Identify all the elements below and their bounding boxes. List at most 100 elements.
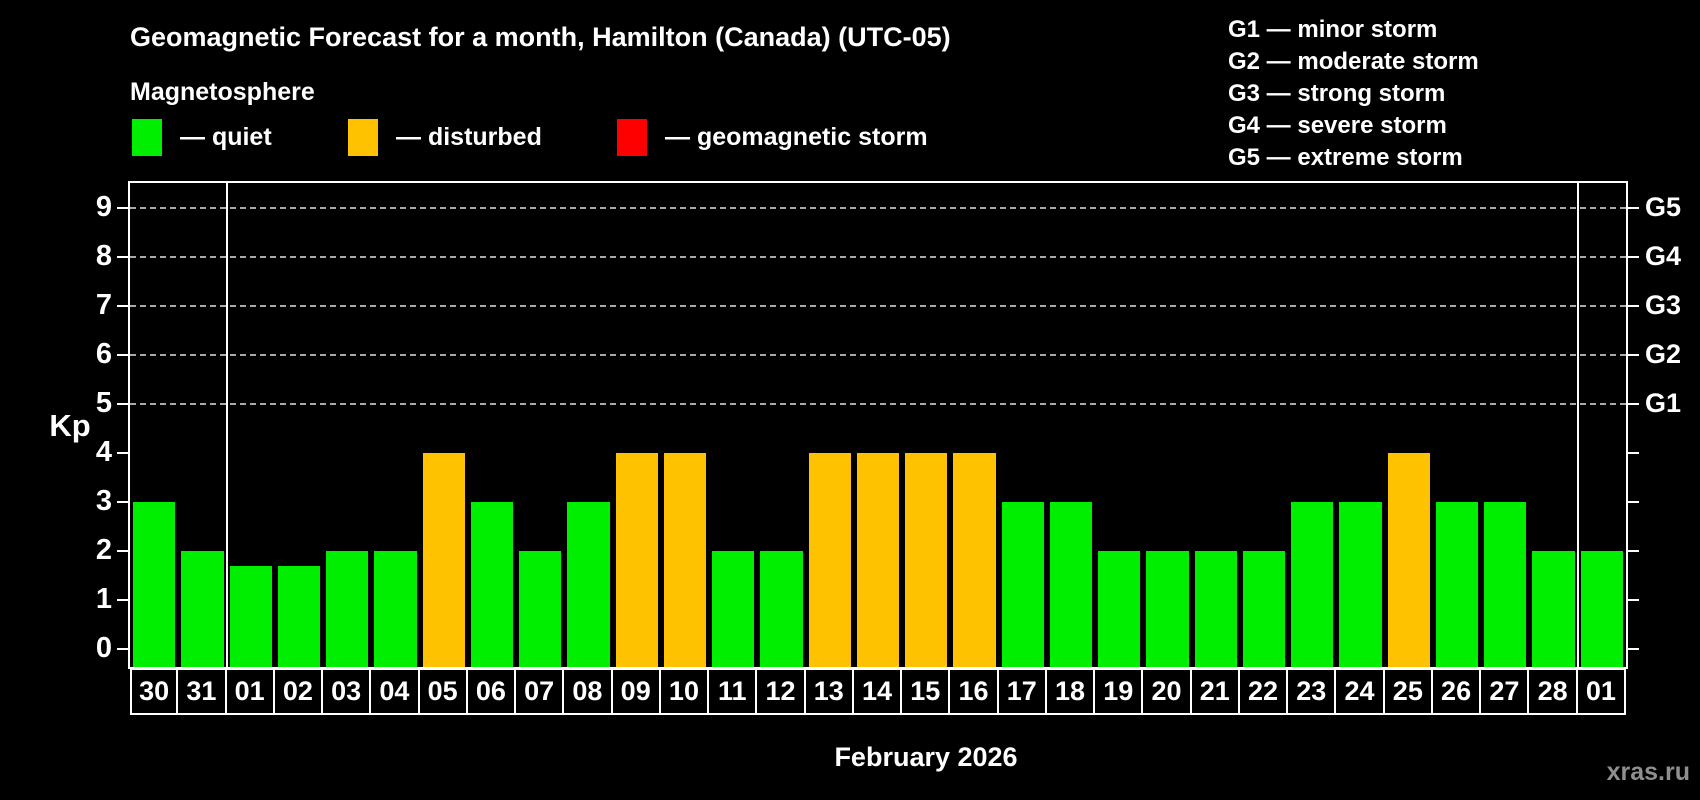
- y-tick-label-9: 9: [95, 191, 112, 223]
- x-label-14: 14: [851, 668, 903, 715]
- chart-subtitle: Magnetosphere: [130, 78, 315, 106]
- kp-bar-02: [277, 565, 321, 667]
- y-tick-right-6: [1626, 354, 1639, 356]
- kp-bar-07: [519, 551, 562, 667]
- y-tick-left-0: [117, 648, 130, 650]
- kp-bar-03: [326, 551, 369, 667]
- right-axis-label-g5: G5: [1645, 192, 1682, 222]
- gridline-kp9: [130, 207, 1626, 209]
- kp-bar-20: [1146, 551, 1189, 667]
- y-tick-right-1: [1626, 599, 1639, 601]
- y-tick-left-3: [117, 501, 130, 503]
- kp-bar-16: [953, 453, 996, 667]
- y-tick-label-2: 2: [95, 534, 112, 566]
- kp-bar-15: [905, 453, 948, 667]
- x-label-10: 10: [658, 668, 710, 715]
- storm-scale-g2: G2 — moderate storm: [1228, 48, 1479, 75]
- right-axis-label-g4: G4: [1645, 241, 1682, 271]
- x-label-17: 17: [996, 668, 1047, 715]
- x-label-13: 13: [803, 668, 854, 715]
- x-label-21: 21: [1189, 668, 1240, 715]
- y-tick-label-6: 6: [95, 338, 112, 370]
- y-tick-left-5: [117, 403, 130, 405]
- legend-label-storm: — geomagnetic storm: [665, 123, 928, 151]
- kp-bar-10: [663, 453, 707, 667]
- x-label-12: 12: [755, 668, 806, 715]
- right-axis-label-g1: G1: [1645, 388, 1682, 418]
- month-separator: [1576, 183, 1579, 667]
- x-label-03: 03: [321, 668, 372, 715]
- kp-bar-18: [1049, 502, 1093, 667]
- y-tick-left-7: [117, 305, 130, 307]
- x-label-28: 28: [1527, 668, 1578, 715]
- storm-scale-g3: G3 — strong storm: [1228, 80, 1446, 107]
- x-label-25: 25: [1382, 668, 1433, 715]
- page-title: Geomagnetic Forecast for a month, Hamilt…: [130, 22, 951, 52]
- legend-label-quiet: — quiet: [180, 123, 272, 151]
- kp-bar-13: [808, 453, 851, 667]
- kp-bar-09: [615, 453, 658, 667]
- x-label-31: 31: [176, 668, 227, 715]
- kp-bar-24: [1339, 502, 1382, 667]
- right-axis-label-g3: G3: [1645, 290, 1682, 320]
- x-label-18: 18: [1044, 668, 1096, 715]
- x-axis-month-caption: February 2026: [834, 742, 1018, 772]
- x-label-26: 26: [1430, 668, 1482, 715]
- x-label-30: 30: [130, 668, 179, 715]
- y-tick-right-8: [1626, 256, 1639, 258]
- x-label-23: 23: [1286, 668, 1337, 715]
- x-label-08: 08: [562, 668, 613, 715]
- kp-bar-01: [1580, 551, 1623, 667]
- kp-bar-11: [712, 551, 755, 667]
- gridline-kp5: [130, 403, 1626, 405]
- y-tick-left-9: [117, 207, 130, 209]
- x-label-04: 04: [369, 668, 420, 715]
- x-label-07: 07: [514, 668, 565, 715]
- kp-bar-26: [1435, 502, 1479, 667]
- x-label-02: 02: [272, 668, 324, 715]
- month-separator: [225, 183, 228, 667]
- kp-bar-01: [229, 565, 272, 667]
- y-tick-label-7: 7: [95, 289, 112, 321]
- storm-scale-legend: G1 — minor storm G2 — moderate storm G3 …: [1228, 14, 1479, 174]
- y-tick-right-4: [1626, 452, 1639, 454]
- kp-bar-28: [1532, 551, 1575, 667]
- y-tick-label-8: 8: [95, 240, 112, 272]
- y-tick-left-1: [117, 599, 130, 601]
- x-label-15: 15: [900, 668, 951, 715]
- x-label-24: 24: [1334, 668, 1385, 715]
- y-tick-left-2: [117, 550, 130, 552]
- kp-bar-23: [1291, 502, 1334, 667]
- y-tick-label-0: 0: [95, 632, 112, 664]
- y-tick-label-4: 4: [95, 436, 112, 468]
- x-label-01: 01: [1575, 668, 1626, 715]
- x-label-22: 22: [1237, 668, 1289, 715]
- x-label-11: 11: [707, 668, 758, 715]
- x-label-06: 06: [465, 668, 517, 715]
- x-label-05: 05: [417, 668, 468, 715]
- y-tick-label-3: 3: [95, 485, 112, 517]
- x-label-09: 09: [610, 668, 661, 715]
- x-label-19: 19: [1093, 668, 1144, 715]
- y-tick-right-0: [1626, 648, 1639, 650]
- x-label-01: 01: [224, 668, 275, 715]
- storm-scale-g4: G4 — severe storm: [1228, 112, 1447, 139]
- y-tick-left-4: [117, 452, 130, 454]
- kp-bar-19: [1098, 551, 1141, 667]
- y-tick-right-2: [1626, 550, 1639, 552]
- gridline-kp7: [130, 305, 1626, 307]
- kp-bar-25: [1387, 453, 1430, 667]
- gridline-kp6: [130, 354, 1626, 356]
- kp-bar-14: [856, 453, 900, 667]
- kp-bar-08: [567, 502, 610, 667]
- x-label-27: 27: [1479, 668, 1530, 715]
- kp-bar-05: [422, 453, 465, 667]
- legend-label-disturbed: — disturbed: [396, 123, 542, 151]
- kp-bar-21: [1194, 551, 1237, 667]
- watermark: xras.ru: [1606, 758, 1690, 786]
- disturbed-color-swatch-icon: [348, 119, 378, 156]
- kp-bar-12: [760, 551, 803, 667]
- gridline-kp8: [130, 256, 1626, 258]
- kp-bar-06: [470, 502, 514, 667]
